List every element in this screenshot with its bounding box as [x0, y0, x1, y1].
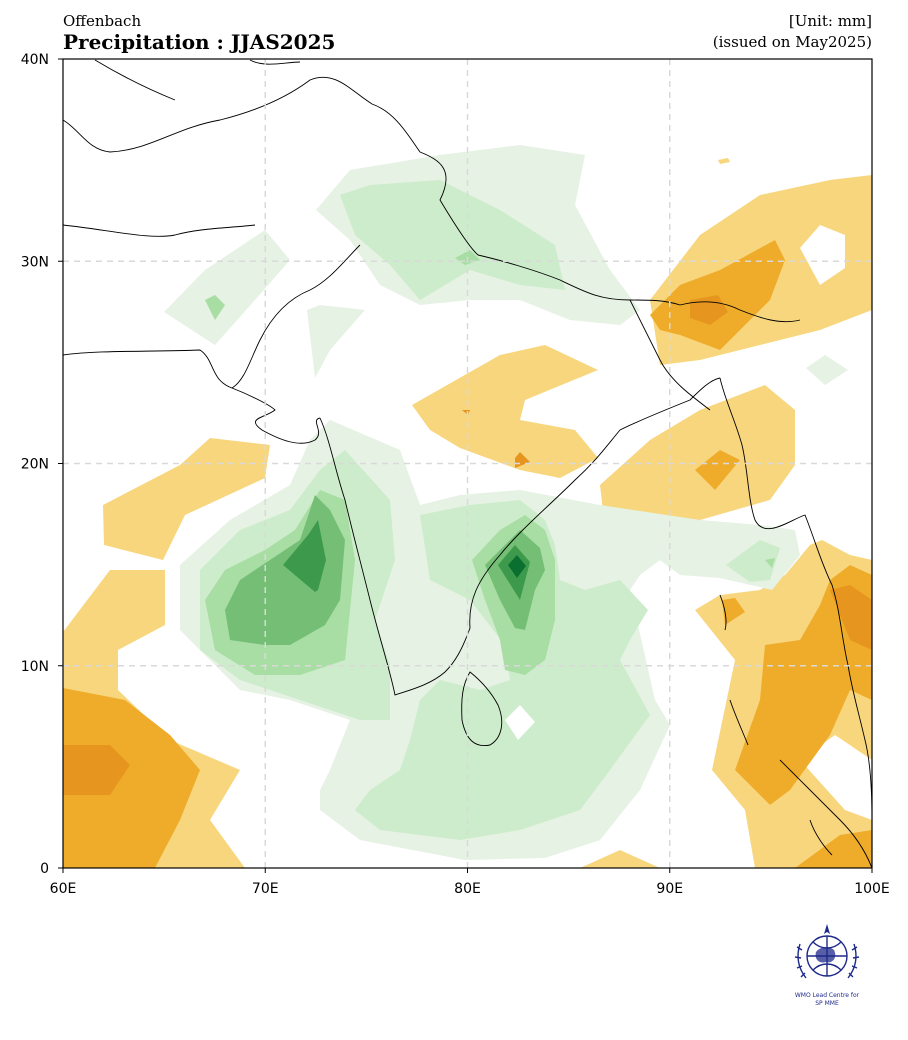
axis-ticks: 60E 70E 80E 90E 100E 0 10N 20N 30N 40N [21, 52, 890, 897]
unit-label: [Unit: mm] [788, 12, 872, 30]
map-title: Precipitation : JJAS2025 [63, 30, 336, 54]
logo-caption-line1: WMO Lead Centre for [794, 992, 860, 999]
logo-caption-line2: SP MME [815, 1000, 839, 1007]
x-tick-label: 90E [656, 881, 683, 897]
wmo-logo-icon [794, 924, 860, 979]
y-tick-label: 10N [21, 659, 49, 675]
y-tick-label: 20N [21, 457, 49, 473]
x-tick-label: 60E [50, 881, 77, 897]
precipitation-anomaly-field [63, 59, 872, 868]
coastlines [63, 59, 872, 868]
x-tick-label: 80E [454, 881, 481, 897]
y-tick-label: 0 [40, 861, 49, 877]
graticule [63, 59, 872, 868]
forecast-centre-label: Offenbach [63, 12, 142, 30]
y-tick-label: 30N [21, 254, 49, 270]
x-tick-label: 70E [252, 881, 279, 897]
logo-caption: WMO Lead Centre for SP MME [782, 992, 872, 1008]
issued-date-label: (issued on May2025) [712, 33, 872, 51]
y-tick-label: 40N [21, 52, 49, 68]
x-tick-label: 100E [854, 881, 890, 897]
